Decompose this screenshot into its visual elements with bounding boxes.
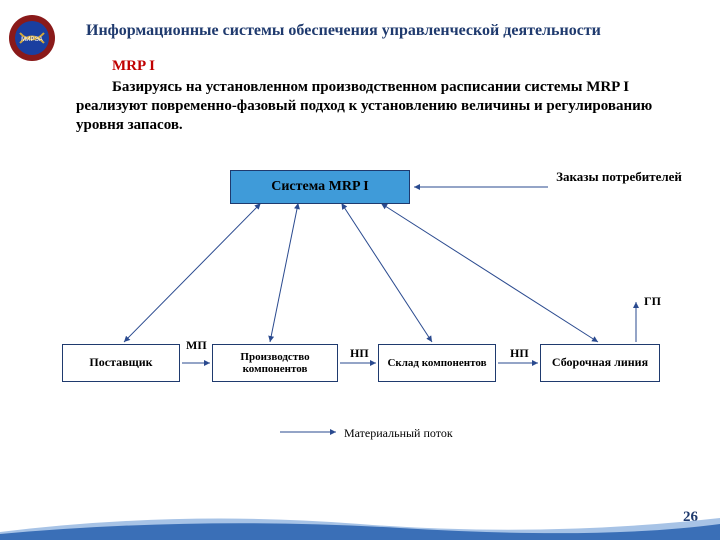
node-stock: Склад компонентов xyxy=(378,344,496,382)
mirea-logo: МИРЭА xyxy=(8,14,56,62)
label-orders: Заказы потребителей xyxy=(554,170,684,184)
intro-text: Базируясь на установленном производствен… xyxy=(76,79,652,133)
label-gp: ГП xyxy=(644,294,661,309)
node-system-label: Система MRP I xyxy=(271,179,368,194)
page-title: Информационные системы обеспечения управ… xyxy=(86,22,700,40)
label-legend: Материальный поток xyxy=(344,426,453,441)
label-orders-text: Заказы потребителей xyxy=(556,169,682,184)
node-system: Система MRP I xyxy=(230,170,410,204)
node-prod-label: Производство компонентов xyxy=(213,351,337,375)
node-supplier-label: Поставщик xyxy=(89,356,152,369)
subhead: MRP I xyxy=(112,58,155,75)
label-np2: НП xyxy=(510,346,529,361)
node-stock-label: Склад компонентов xyxy=(387,357,486,369)
logo-text: МИРЭА xyxy=(21,37,43,43)
label-np1: НП xyxy=(350,346,369,361)
node-prod: Производство компонентов xyxy=(212,344,338,382)
node-assembly-label: Сборочная линия xyxy=(552,356,648,369)
node-assembly: Сборочная линия xyxy=(540,344,660,382)
footer-curve xyxy=(0,504,720,540)
node-supplier: Поставщик xyxy=(62,344,180,382)
intro-paragraph: Базируясь на установленном производствен… xyxy=(76,78,680,134)
label-mp: МП xyxy=(186,338,207,353)
